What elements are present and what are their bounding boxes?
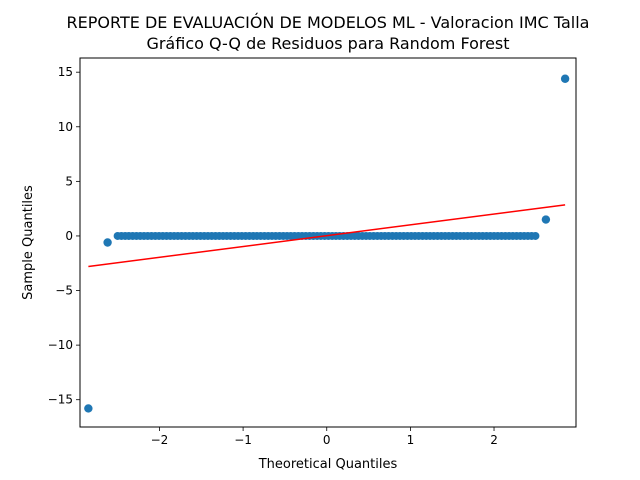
data-point-outlier <box>541 215 551 224</box>
plot-area <box>84 74 570 413</box>
reference-line <box>88 204 566 268</box>
x-tick-label: 2 <box>490 433 498 447</box>
y-tick-label: −10 <box>48 338 73 352</box>
y-tick-label: −15 <box>48 393 73 407</box>
x-tick-label: −1 <box>234 433 252 447</box>
data-point-outlier <box>560 74 570 83</box>
y-tick-label: 0 <box>65 229 73 243</box>
y-axis-label: Sample Quantiles <box>21 185 36 300</box>
x-tick-label: 0 <box>323 433 331 447</box>
y-tick-label: 15 <box>58 65 73 79</box>
axes-frame <box>79 57 577 428</box>
x-tick-label: −2 <box>151 433 169 447</box>
y-tick-label: −5 <box>55 284 73 298</box>
chart-title: REPORTE DE EVALUACIÓN DE MODELOS ML - Va… <box>67 13 590 32</box>
data-point <box>531 231 540 240</box>
y-tick-label: 10 <box>58 120 73 134</box>
x-tick-label: 1 <box>407 433 415 447</box>
data-point-outlier <box>84 404 93 413</box>
data-point-outlier <box>103 238 112 247</box>
chart-subtitle: Gráfico Q-Q de Residuos para Random Fore… <box>146 34 509 53</box>
x-axis-label: Theoretical Quantiles <box>258 457 398 472</box>
y-tick-label: 5 <box>65 174 73 188</box>
y-axis: −15 −10 −5 0 5 10 15 <box>48 65 80 407</box>
x-axis: −2 −1 0 1 2 <box>151 427 498 447</box>
